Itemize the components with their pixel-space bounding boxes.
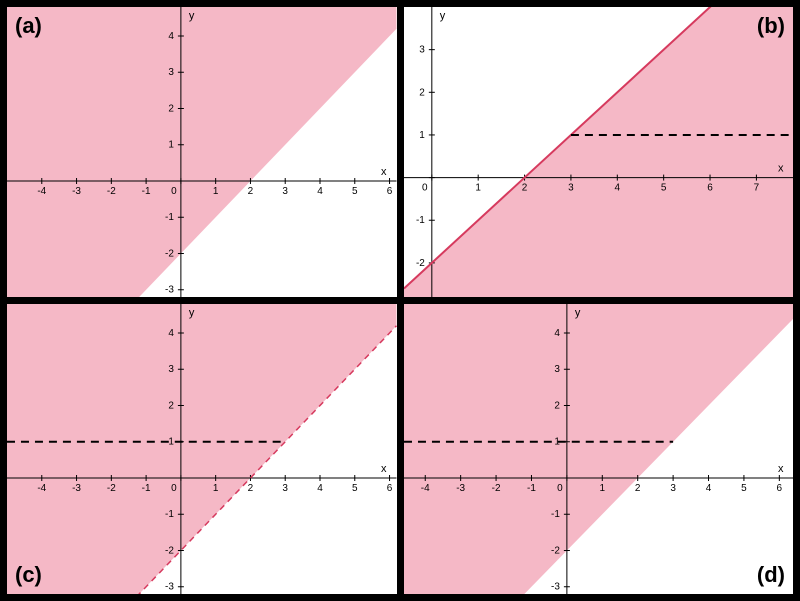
svg-text:-2: -2 xyxy=(107,483,116,494)
svg-text:-1: -1 xyxy=(165,212,174,223)
svg-text:0: 0 xyxy=(422,183,428,194)
chart-c: -4 -3 -2 -1 0 1 2 3 4 5 6 -3 -2 -1 1 2 3 4 x y xyxy=(7,304,397,594)
svg-text:-3: -3 xyxy=(72,186,81,197)
svg-text:2: 2 xyxy=(248,186,254,197)
svg-text:y: y xyxy=(439,10,445,22)
svg-text:6: 6 xyxy=(387,483,393,494)
svg-text:-1: -1 xyxy=(527,483,536,494)
svg-text:2: 2 xyxy=(634,483,640,494)
svg-text:-4: -4 xyxy=(37,483,46,494)
svg-text:3: 3 xyxy=(168,67,174,78)
panel-a-label: (a) xyxy=(15,13,42,39)
svg-text:6: 6 xyxy=(776,483,782,494)
svg-text:5: 5 xyxy=(741,483,747,494)
svg-text:-3: -3 xyxy=(551,582,560,593)
svg-text:x: x xyxy=(778,463,784,475)
svg-text:4: 4 xyxy=(168,31,174,42)
svg-text:-3: -3 xyxy=(72,483,81,494)
svg-text:2: 2 xyxy=(168,103,174,114)
svg-text:-2: -2 xyxy=(107,186,116,197)
svg-text:2: 2 xyxy=(554,400,560,411)
svg-text:5: 5 xyxy=(660,183,666,194)
svg-text:4: 4 xyxy=(705,483,711,494)
chart-grid: -4 -3 -2 -1 0 1 2 3 4 5 6 -3 -2 -1 1 2 3 4 x y (a) 0 1 2 3 4 5 6 7… xyxy=(0,0,800,601)
svg-text:3: 3 xyxy=(168,364,174,375)
svg-text:-3: -3 xyxy=(165,285,174,296)
svg-text:-2: -2 xyxy=(551,545,560,556)
svg-text:3: 3 xyxy=(419,45,425,56)
svg-text:6: 6 xyxy=(387,186,393,197)
svg-text:0: 0 xyxy=(171,186,177,197)
svg-text:4: 4 xyxy=(317,483,323,494)
svg-text:-4: -4 xyxy=(37,186,46,197)
svg-text:4: 4 xyxy=(554,328,560,339)
svg-text:-2: -2 xyxy=(165,545,174,556)
panel-b-label: (b) xyxy=(757,13,785,39)
svg-text:x: x xyxy=(381,463,387,475)
svg-text:-2: -2 xyxy=(165,248,174,259)
svg-text:1: 1 xyxy=(419,130,425,141)
svg-text:2: 2 xyxy=(419,87,425,98)
svg-text:4: 4 xyxy=(614,183,620,194)
svg-text:3: 3 xyxy=(282,186,288,197)
svg-text:3: 3 xyxy=(670,483,676,494)
svg-text:1: 1 xyxy=(475,183,481,194)
svg-text:-1: -1 xyxy=(142,186,151,197)
svg-text:y: y xyxy=(189,307,195,319)
svg-text:4: 4 xyxy=(168,328,174,339)
svg-text:2: 2 xyxy=(521,183,527,194)
svg-text:-1: -1 xyxy=(165,509,174,520)
svg-text:y: y xyxy=(574,307,580,319)
panel-c-label: (c) xyxy=(15,562,42,588)
panel-b: 0 1 2 3 4 5 6 7 -2 -1 1 2 3 x y (b) xyxy=(404,7,794,297)
svg-text:3: 3 xyxy=(568,183,574,194)
svg-text:x: x xyxy=(778,163,784,175)
svg-text:-1: -1 xyxy=(142,483,151,494)
svg-text:2: 2 xyxy=(168,400,174,411)
svg-text:5: 5 xyxy=(352,186,358,197)
svg-text:-3: -3 xyxy=(456,483,465,494)
svg-text:2: 2 xyxy=(248,483,254,494)
svg-text:-1: -1 xyxy=(551,509,560,520)
svg-text:y: y xyxy=(189,10,195,22)
svg-text:-4: -4 xyxy=(420,483,429,494)
panel-c: -4 -3 -2 -1 0 1 2 3 4 5 6 -3 -2 -1 1 2 3 4 x y (c) xyxy=(7,304,397,594)
panel-d: -4-3-2-10123456-3-2-11234xy (d) xyxy=(404,304,794,594)
svg-text:7: 7 xyxy=(753,183,759,194)
svg-text:0: 0 xyxy=(557,483,563,494)
svg-text:-2: -2 xyxy=(415,258,424,269)
svg-text:1: 1 xyxy=(599,483,605,494)
chart-a: -4 -3 -2 -1 0 1 2 3 4 5 6 -3 -2 -1 1 2 3 4 x y xyxy=(7,7,397,297)
svg-text:1: 1 xyxy=(168,140,174,151)
panel-d-label: (d) xyxy=(757,562,785,588)
svg-text:5: 5 xyxy=(352,483,358,494)
svg-text:1: 1 xyxy=(168,437,174,448)
svg-text:-3: -3 xyxy=(165,582,174,593)
panel-a: -4 -3 -2 -1 0 1 2 3 4 5 6 -3 -2 -1 1 2 3 4 x y (a) xyxy=(7,7,397,297)
chart-d: -4-3-2-10123456-3-2-11234xy xyxy=(404,304,794,594)
svg-text:1: 1 xyxy=(213,483,219,494)
svg-text:6: 6 xyxy=(707,183,713,194)
chart-b: 0 1 2 3 4 5 6 7 -2 -1 1 2 3 x y xyxy=(404,7,794,297)
svg-text:1: 1 xyxy=(213,186,219,197)
svg-text:4: 4 xyxy=(317,186,323,197)
svg-text:3: 3 xyxy=(282,483,288,494)
svg-text:3: 3 xyxy=(554,364,560,375)
svg-text:-2: -2 xyxy=(491,483,500,494)
svg-text:0: 0 xyxy=(171,483,177,494)
svg-text:-1: -1 xyxy=(415,215,424,226)
svg-text:x: x xyxy=(381,166,387,178)
